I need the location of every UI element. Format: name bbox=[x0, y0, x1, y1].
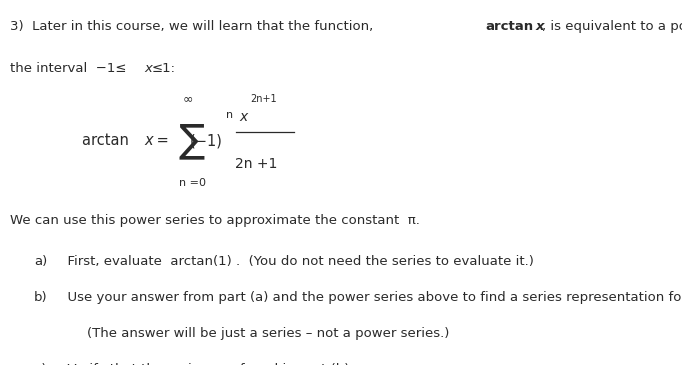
Text: x: x bbox=[535, 20, 544, 33]
Text: 2n+1: 2n+1 bbox=[250, 93, 276, 104]
Text: Verify that the series you found in part (b) converges.: Verify that the series you found in part… bbox=[59, 363, 427, 365]
Text: a): a) bbox=[34, 255, 47, 269]
Text: ∑: ∑ bbox=[178, 122, 204, 160]
Text: First, evaluate  arctan(1) .  (You do not need the series to evaluate it.): First, evaluate arctan(1) . (You do not … bbox=[59, 255, 534, 269]
Text: (The answer will be just a series – not a power series.): (The answer will be just a series – not … bbox=[87, 327, 449, 340]
Text: ∞: ∞ bbox=[182, 92, 192, 105]
Text: We can use this power series to approximate the constant  π.: We can use this power series to approxim… bbox=[10, 214, 420, 227]
Text: x: x bbox=[145, 62, 153, 75]
Text: arctan: arctan bbox=[485, 20, 533, 33]
Text: (−1): (−1) bbox=[190, 133, 223, 148]
Text: Use your answer from part (a) and the power series above to find a series repres: Use your answer from part (a) and the po… bbox=[59, 291, 682, 304]
Text: x: x bbox=[239, 110, 248, 124]
Text: 3)  Later in this course, we will learn that the function,: 3) Later in this course, we will learn t… bbox=[10, 20, 382, 33]
Text: b): b) bbox=[34, 291, 48, 304]
Text: , is equivalent to a power series for: , is equivalent to a power series for bbox=[542, 20, 682, 33]
Text: the interval  −1≤: the interval −1≤ bbox=[10, 62, 127, 75]
Text: =: = bbox=[152, 133, 173, 148]
Text: 2n +1: 2n +1 bbox=[235, 157, 278, 171]
Text: ≤1:: ≤1: bbox=[151, 62, 175, 75]
Text: n =0: n =0 bbox=[179, 177, 206, 188]
Text: arctan: arctan bbox=[82, 133, 134, 148]
Text: n: n bbox=[226, 110, 233, 120]
Text: x: x bbox=[145, 133, 153, 148]
Text: c): c) bbox=[34, 363, 46, 365]
